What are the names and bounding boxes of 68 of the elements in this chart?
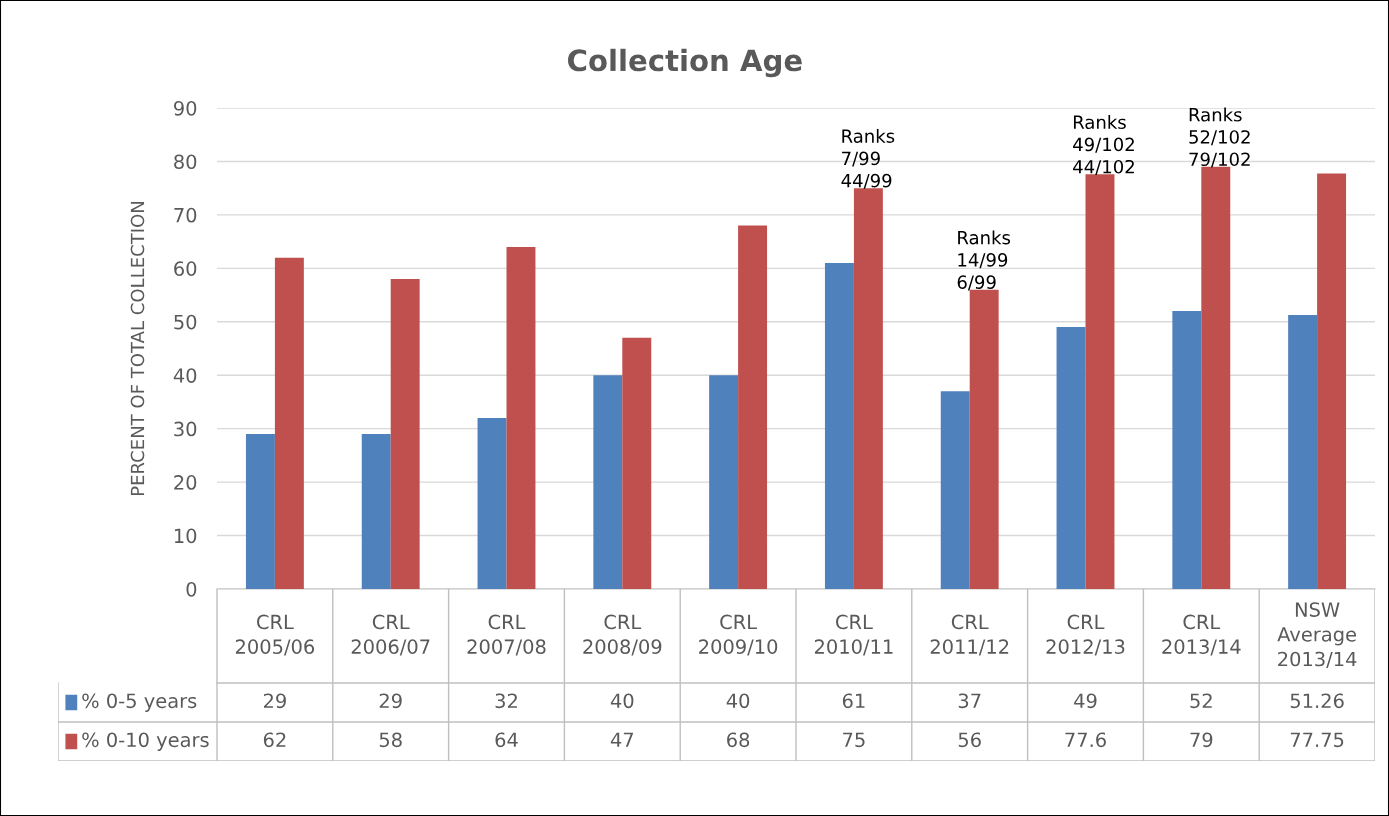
annotation: Ranks 52/102 79/102 [1189, 107, 1250, 168]
x-tick-label: NSW Average 2013/14 [1277, 602, 1357, 668]
data-label: 77.6 [1065, 732, 1106, 748]
data-label: 47 [610, 732, 634, 747]
data-label: 29 [379, 693, 402, 709]
data-label: 52 [1190, 693, 1212, 709]
data-label: 75 [843, 732, 865, 748]
bar [969, 289, 999, 589]
x-tick-label: CRL 2008/09 [583, 614, 662, 656]
y-tick-label: 20 [174, 475, 197, 490]
data-label: 37 [958, 693, 981, 709]
bar [709, 375, 739, 589]
data-label: 49 [1074, 693, 1097, 709]
bar [390, 279, 420, 589]
bar [1288, 315, 1318, 589]
chart-title: Collection Age [568, 48, 802, 78]
data-label: 62 [263, 732, 286, 748]
data-label: 40 [610, 693, 634, 709]
data-label: 29 [263, 693, 286, 709]
x-tick-label: CRL 2006/07 [351, 614, 430, 656]
data-label: 77.75 [1290, 732, 1344, 748]
x-tick-label: CRL 2012/13 [1046, 614, 1125, 656]
data-label: 64 [495, 732, 518, 748]
data-label: 40 [726, 693, 750, 709]
x-tick-label: CRL 2005/06 [235, 614, 315, 656]
x-tick-label: CRL 2007/08 [467, 614, 546, 656]
bar [824, 262, 854, 589]
bar [940, 391, 970, 589]
bar [1085, 174, 1115, 589]
y-axis-title: PERCENT OF TOTAL COLLECTION [130, 201, 145, 496]
annotation: Ranks 14/99 6/99 [957, 230, 1011, 291]
y-tick-label: 50 [174, 314, 197, 330]
data-label: 51.26 [1290, 693, 1344, 709]
y-tick-label: 70 [174, 207, 197, 223]
data-label: 79 [1190, 732, 1213, 748]
bar [245, 434, 275, 589]
data-label: 61 [842, 693, 865, 709]
x-tick-label: CRL 2013/14 [1162, 614, 1241, 656]
bar [506, 246, 536, 589]
y-tick-label: 80 [174, 154, 197, 170]
bar [361, 434, 391, 589]
bar [1172, 311, 1202, 589]
y-tick-label: 30 [174, 421, 197, 437]
bar [622, 337, 652, 589]
bar [1056, 327, 1086, 589]
y-tick-label: 60 [174, 261, 197, 276]
legend-label: % 0-5 years [82, 693, 197, 712]
bar [853, 188, 883, 589]
legend-label: % 0-10 years [82, 732, 209, 751]
data-label: 68 [727, 732, 750, 748]
x-tick-label: CRL 2009/10 [699, 614, 778, 656]
annotation: Ranks 49/102 44/102 [1073, 115, 1134, 175]
bar [593, 375, 623, 589]
y-tick-label: 0 [186, 581, 197, 597]
bar [738, 225, 768, 589]
bar [1317, 173, 1347, 589]
x-tick-label: CRL 2010/11 [814, 614, 893, 656]
y-tick-label: 40 [173, 368, 197, 383]
bar [274, 257, 304, 589]
bar [477, 417, 507, 589]
x-tick-label: CRL 2011/12 [930, 614, 1009, 656]
data-label: 56 [958, 732, 981, 748]
data-label: 32 [495, 693, 517, 709]
annotation: Ranks 7/99 44/99 [841, 128, 895, 189]
data-label: 58 [379, 732, 402, 748]
y-tick-label: 10 [174, 528, 197, 544]
bar [1201, 166, 1231, 589]
y-tick-label: 90 [174, 100, 197, 116]
